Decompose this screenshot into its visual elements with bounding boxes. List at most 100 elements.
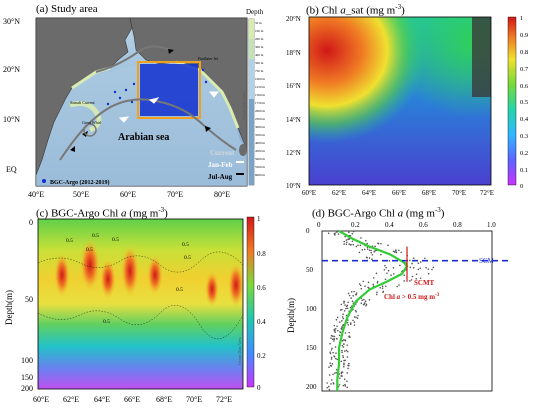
d-point [376,291,378,294]
d-point [427,272,430,275]
d-point [340,371,343,374]
d-point [365,304,367,307]
d-point [346,241,348,244]
d-point [333,355,336,358]
b-lat-20: 20°N [286,15,301,23]
c-lon-64: 64°E [94,395,110,404]
d-point [348,243,351,245]
d-point [357,314,359,317]
b-lon-60: 60°E [302,189,316,197]
c-lon-62: 62°E [63,395,79,404]
d-point [348,331,350,334]
svg-text:400 m: 400 m [255,53,264,57]
d-point [330,337,332,339]
d-point [355,245,358,248]
d-point [381,287,384,289]
d-x-tick-2: 0.4 [385,221,394,229]
d-point [335,371,338,374]
d-point [425,266,427,269]
d-point [356,317,359,320]
d-point [392,267,395,269]
d-point [355,316,357,319]
svg-text:0.5: 0.5 [176,287,183,293]
d-point [352,294,355,297]
d-point [342,339,345,341]
d-point [331,363,334,365]
d-point [352,243,355,246]
svg-text:1500 m: 1500 m [255,93,265,97]
d-point [334,357,337,360]
d-point [338,334,341,337]
d-point [350,297,352,299]
b-lon-68: 68°E [422,189,436,197]
land-india-b [472,17,491,97]
c-depth-200: 200 [21,384,33,393]
d-point [360,287,363,290]
d-point [379,286,381,289]
d-point [334,331,337,334]
d-point [353,324,356,326]
d-point [326,382,328,384]
d-point [347,367,349,370]
d-point [332,373,334,376]
d-point [327,385,330,388]
svg-text:0.5: 0.5 [112,237,119,243]
label-somali-current: Somali Current [70,100,95,105]
d-point [368,299,371,301]
d-point [353,316,356,318]
d-point [400,251,402,254]
d-point [335,368,338,371]
panel-b-title: (b) Chl a_sat (mg m-3) [306,3,405,17]
d-point [354,309,357,312]
d-point [351,232,354,235]
d-point [382,290,385,293]
b-lat-18: 18°N [286,49,301,57]
b-lon-62: 62°E [332,189,346,197]
b-lon-72: 72°E [480,189,494,197]
d-point [384,264,386,267]
d-point [388,260,391,262]
d-point [431,268,433,271]
lat-label-20: 20°N [3,65,20,74]
d-point [364,285,366,288]
current-title: Current [210,149,235,157]
d-point [333,324,336,327]
d-point [344,235,346,238]
d-point [358,283,361,285]
d-point [390,274,392,276]
svg-text:100 m: 100 m [255,29,264,33]
d-point [411,262,413,265]
d-point [337,329,339,332]
d-point [362,280,365,283]
b-lat-14: 14°N [286,116,301,124]
svg-text:0.4: 0.4 [520,116,529,123]
d-point [368,249,371,251]
d-point [347,301,349,304]
d-point [387,269,390,272]
study-box [137,61,201,119]
d-point [327,232,330,235]
svg-text:3500 m: 3500 m [255,133,265,137]
d-point [374,245,376,248]
d-point [340,360,343,363]
panel-a-credit: Ocean Data View [241,92,246,120]
c-depth-100: 100 [21,356,33,365]
d-point [370,249,372,252]
d-point [329,352,332,355]
d-point [399,264,401,267]
d-point [349,323,352,326]
d-y-tick-1: 50 [306,266,314,274]
c-lon-60: 60°E [33,395,49,404]
d-point [346,372,348,374]
d-point [398,284,400,286]
d-point [339,321,341,323]
d-point [341,349,343,352]
contour-labels: 0.5 0.5 0.5 0.5 0.5 0.5 0.5 0.5 [66,233,191,325]
c-lon-66: 66°E [124,395,140,404]
b-colorbar [507,16,517,186]
d-point [386,272,388,275]
d-point [364,302,366,304]
panel-b-heatmap: 20°N 18°N 16°N 14°N 12°N 10°N 60°E 62°E … [286,15,529,197]
svg-text:0: 0 [257,384,261,392]
d-point [346,356,349,358]
